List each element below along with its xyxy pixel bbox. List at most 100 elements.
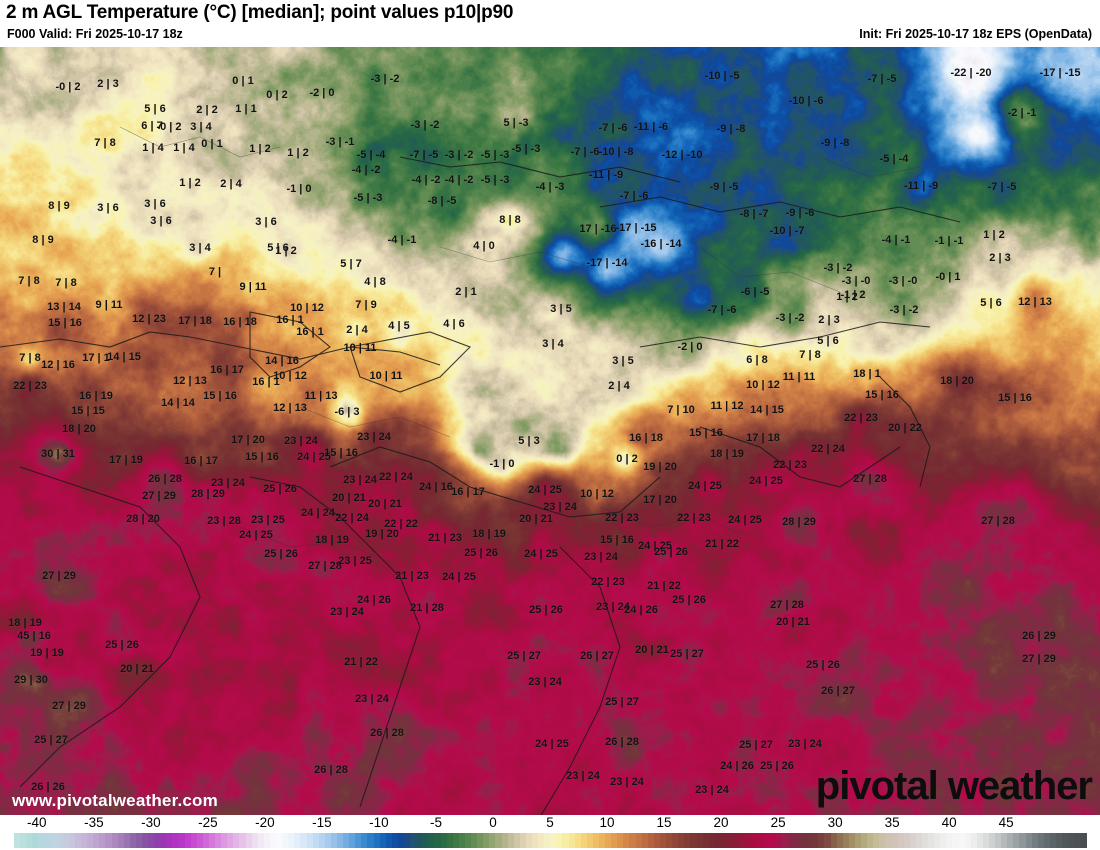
point-value-label: -1 | 0 xyxy=(489,458,515,470)
point-value-label: 10 | 12 xyxy=(746,379,780,391)
point-value-label: 22 | 23 xyxy=(605,512,639,524)
point-value-label: 28 | 29 xyxy=(782,516,816,528)
colorbar-swatch xyxy=(818,833,825,848)
colorbar-swatch xyxy=(934,833,941,848)
point-value-label: 20 | 21 xyxy=(368,498,402,510)
point-value-label: -5 | -3 xyxy=(480,149,510,161)
colorbar-swatch xyxy=(318,833,325,848)
point-value-label: 23 | 24 xyxy=(284,435,318,447)
point-value-label: 8 | 8 xyxy=(499,214,521,226)
point-value-label: 17 | 20 xyxy=(643,494,677,506)
point-value-label: 16 | 1 xyxy=(276,314,304,326)
colorbar-swatch xyxy=(38,833,45,848)
colorbar-swatch xyxy=(879,833,886,848)
point-value-label: 29 | 30 xyxy=(14,674,48,686)
colorbar-swatch xyxy=(385,833,392,848)
colorbar-swatch xyxy=(410,833,417,848)
point-value-label: -1 | -1 xyxy=(934,235,964,247)
point-value-label: 15 | 16 xyxy=(48,317,82,329)
colorbar-swatch xyxy=(355,833,362,848)
colorbar-swatch xyxy=(1007,833,1014,848)
colorbar-swatch xyxy=(915,833,922,848)
point-value-label: 16 | 1 xyxy=(296,326,324,338)
colorbar-tick: -40 xyxy=(27,815,47,830)
point-value-label: 22 | 22 xyxy=(384,518,418,530)
colorbar-tick: 15 xyxy=(656,815,672,830)
point-value-label: 14 | 14 xyxy=(161,397,195,409)
point-value-label: -7 | -6 xyxy=(570,146,600,158)
colorbar-region: -40 -35 -30 -25 -20 -15 -10 -5 0 5 10 15 20 25 30 35 40 4… xyxy=(0,815,1100,850)
point-value-label: -7 | -6 xyxy=(619,190,649,202)
point-value-label: 3 | 4 xyxy=(542,338,564,350)
colorbar-swatch xyxy=(531,833,539,848)
colorbar-swatch xyxy=(129,833,136,848)
point-value-label: 23 | 24 xyxy=(695,784,729,796)
point-value-label: 25 | 26 xyxy=(105,639,139,651)
colorbar-swatch xyxy=(623,833,630,848)
colorbar-swatch xyxy=(921,833,929,848)
point-value-label: 7 | 10 xyxy=(667,404,695,416)
point-value-label: 15 | 16 xyxy=(245,451,279,463)
point-value-label: 15 | 16 xyxy=(865,389,899,401)
colorbar-swatch xyxy=(1056,833,1063,848)
point-value-label: 20 | 21 xyxy=(776,616,810,628)
colorbar-swatch xyxy=(178,833,185,848)
point-value-label: -0 | 2 xyxy=(55,81,81,93)
point-value-label: 26 | 27 xyxy=(821,685,855,697)
colorbar-swatch xyxy=(483,833,490,848)
point-value-label: 1 | 1 xyxy=(235,103,257,115)
point-value-label: -1 | 0 xyxy=(286,183,312,195)
point-value-label: 23 | 24 xyxy=(528,676,562,688)
point-value-label: 24 | 16 xyxy=(419,481,453,493)
colorbar[interactable] xyxy=(14,833,1087,848)
colorbar-tick: 5 xyxy=(546,815,554,830)
point-value-label: 23 | 24 xyxy=(355,693,389,705)
colorbar-swatch xyxy=(800,833,807,848)
point-value-label: 7 | 8 xyxy=(55,277,77,289)
point-value-label: -7 | -6 xyxy=(707,304,737,316)
point-value-label: 15 | 16 xyxy=(203,390,237,402)
colorbar-swatch xyxy=(696,833,703,848)
point-value-label: -17 | -14 xyxy=(586,257,628,269)
temperature-map[interactable]: -0 | 2 2 | 3 0 | 1 0 | 2 -2 | 0 -3 | -2 -10 | … xyxy=(0,47,1100,815)
colorbar-swatch xyxy=(367,833,374,848)
colorbar-swatch xyxy=(525,833,532,848)
point-value-label: 23 | 25 xyxy=(251,514,285,526)
point-value-label: 23 | 25 xyxy=(338,555,372,567)
point-value-label: -8 | -5 xyxy=(427,195,457,207)
point-value-label: 11 | 11 xyxy=(782,371,816,383)
point-value-label: 2 | 4 xyxy=(220,178,242,190)
colorbar-swatch xyxy=(995,833,1002,848)
point-value-label: 3 | 5 xyxy=(612,355,634,367)
colorbar-swatch xyxy=(282,833,289,848)
point-value-label: 7 | 8 xyxy=(19,352,41,364)
point-value-label: 25 | 27 xyxy=(670,648,704,660)
colorbar-tick: -15 xyxy=(312,815,332,830)
colorbar-swatch xyxy=(20,833,27,848)
point-value-label: -0 | 1 xyxy=(935,271,961,283)
point-value-label: -17 | -15 xyxy=(1039,67,1081,79)
point-value-label: 10 | 11 xyxy=(369,370,403,382)
point-value-label: 16 | 18 xyxy=(629,432,663,444)
point-value-label: 28 | 20 xyxy=(126,513,160,525)
colorbar-swatch xyxy=(215,833,222,848)
point-value-label: 9 | 11 xyxy=(239,281,267,293)
colorbar-swatch xyxy=(50,833,57,848)
point-value-label: 20 | 21 xyxy=(332,492,366,504)
point-value-label: -7 | -6 xyxy=(598,122,628,134)
colorbar-swatch xyxy=(641,833,648,848)
colorbar-swatch xyxy=(1062,833,1069,848)
point-value-label: 28 | 29 xyxy=(191,488,225,500)
colorbar-swatch xyxy=(221,833,228,848)
colorbar-swatch xyxy=(830,833,837,848)
point-value-label: -4 | -1 xyxy=(881,234,911,246)
colorbar-swatch xyxy=(647,833,654,848)
point-value-label: -9 | -8 xyxy=(716,123,746,135)
point-value-label: 10 | 12 xyxy=(290,302,324,314)
colorbar-swatch xyxy=(434,833,441,848)
point-value-label: 12 | 13 xyxy=(1018,296,1052,308)
point-value-label: -3 | -1 xyxy=(325,136,355,148)
point-value-label: 23 | 24 xyxy=(211,477,245,489)
colorbar-swatch xyxy=(373,833,380,848)
colorbar-swatch xyxy=(148,833,155,848)
